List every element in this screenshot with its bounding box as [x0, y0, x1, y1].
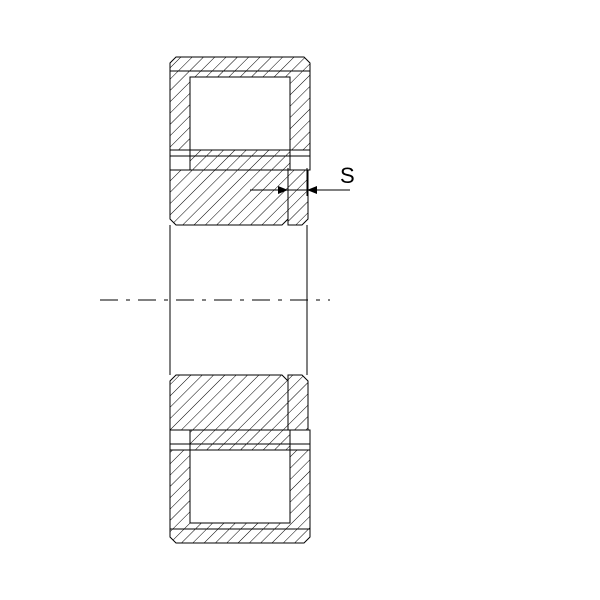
bearing-diagram: S — [0, 0, 600, 600]
dimension-s-label: S — [340, 163, 355, 188]
